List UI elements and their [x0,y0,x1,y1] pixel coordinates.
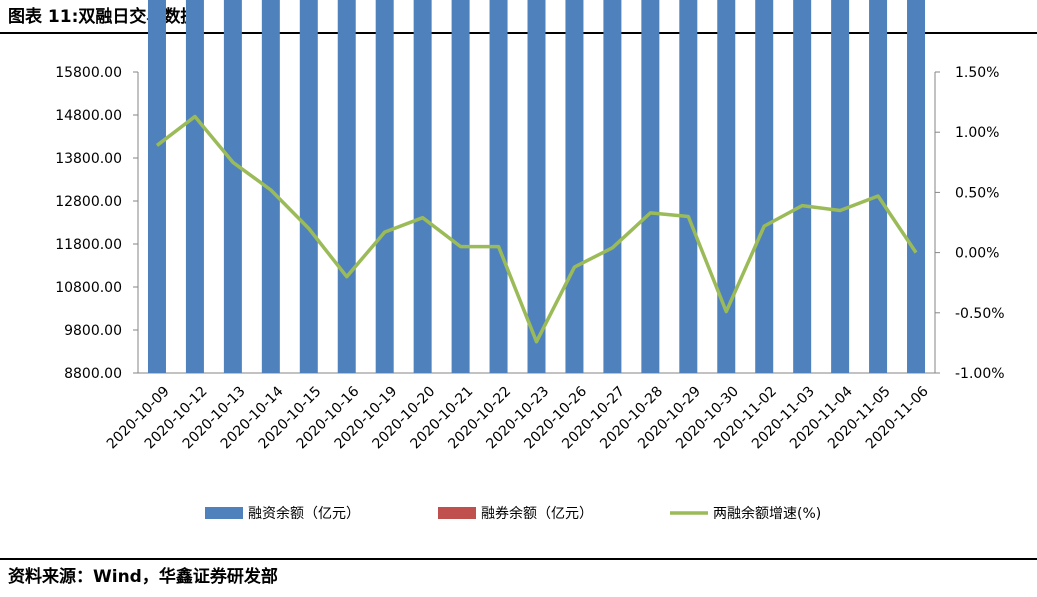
bar [451,0,470,373]
y-tick-label: 8800.00 [64,366,122,382]
header-title: 图表 11:双融日交易数据 [8,6,197,27]
chart: 8800.00 9800.00 10800.00 11800.00 12800.00 13… [55,0,1005,522]
line-series [155,114,918,344]
legend-swatch [438,507,476,519]
y2-tick-label: 0.50% [955,185,999,201]
bar [299,0,318,373]
y2-tick-label: 1.00% [955,125,999,141]
y2-tick-label: -1.00% [955,366,1005,382]
bar [907,0,926,373]
bar [413,0,432,373]
bar [337,0,356,374]
bar [147,0,166,373]
y-tick-label: 11800.00 [55,237,122,253]
bar [869,0,888,373]
y-tick-label: 10800.00 [55,280,122,296]
y-tick-label: 13800.00 [55,151,122,167]
bar [755,0,774,373]
bar [261,0,280,373]
bar [565,0,584,374]
legend-label: 两融余额增速(%) [713,505,821,522]
bar [641,0,660,373]
y-tick-label: 15800.00 [55,65,122,81]
bar [527,0,546,373]
bar [489,0,508,373]
y2-tick-label: 1.50% [955,65,999,81]
y2-tick-label: -0.50% [955,306,1005,322]
legend-label: 融券余额（亿元） [481,505,593,522]
bar [185,0,204,373]
bar [717,0,736,373]
y-tick-label: 9800.00 [64,323,122,339]
bar [793,0,812,373]
bar [831,0,850,374]
legend-swatch [205,507,243,519]
y2-tick-label: 0.00% [955,246,999,262]
bar [223,0,242,373]
bar [603,0,622,373]
y-tick-label: 12800.00 [55,194,122,210]
legend-label: 融资余额（亿元） [248,505,360,522]
y-tick-label: 14800.00 [55,108,122,124]
bar [375,0,394,373]
bar [679,0,698,374]
footer-source: 资料来源：Wind，华鑫证券研发部 [8,566,278,587]
